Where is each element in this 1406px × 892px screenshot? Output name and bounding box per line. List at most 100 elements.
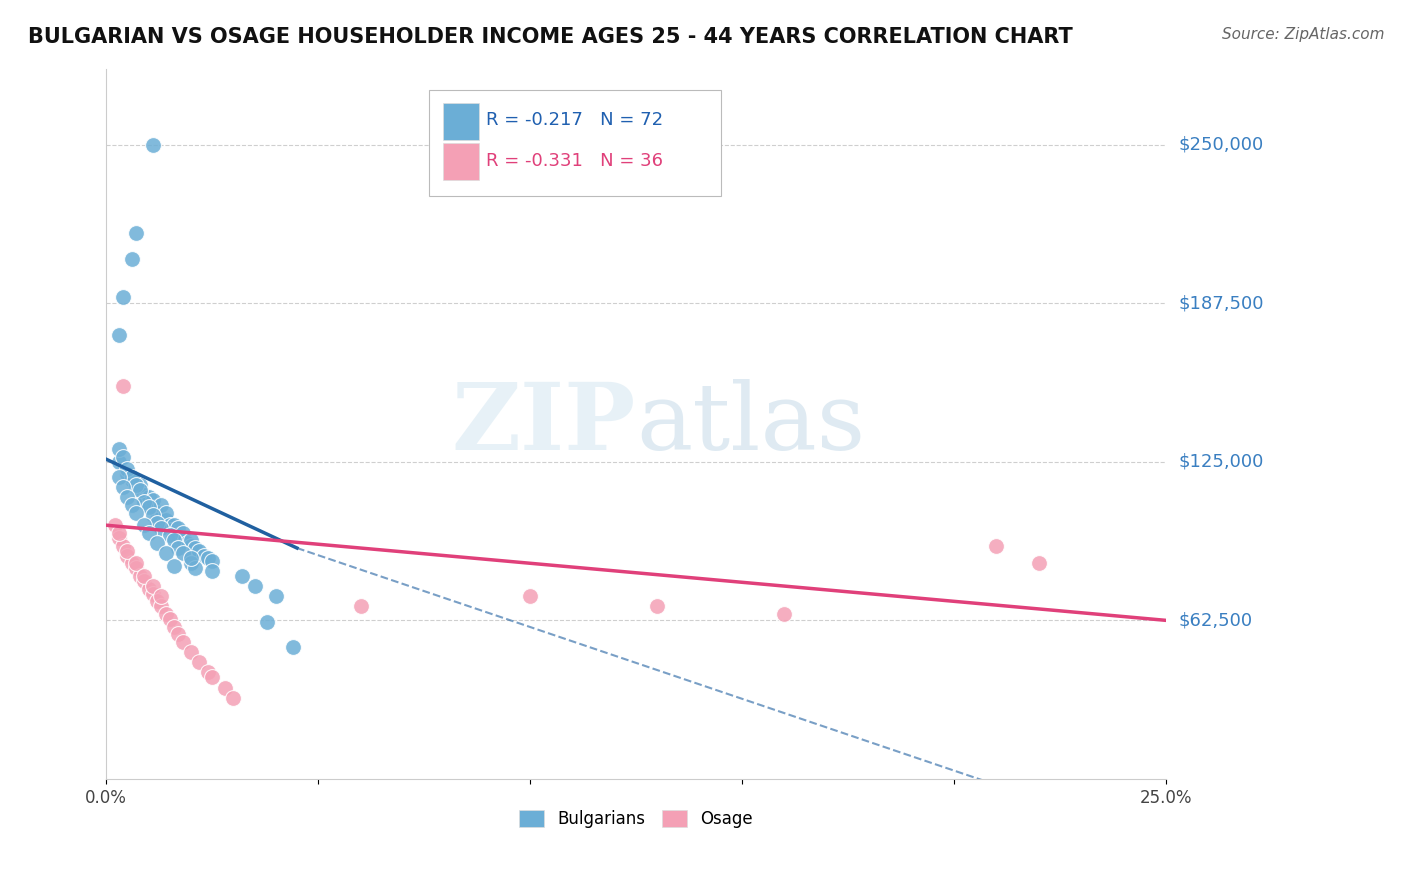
Point bbox=[108, 525, 131, 540]
Point bbox=[125, 561, 148, 575]
Point bbox=[155, 513, 177, 527]
Point bbox=[108, 327, 131, 342]
Point bbox=[163, 518, 186, 533]
Point bbox=[112, 480, 135, 494]
Point bbox=[159, 518, 181, 533]
Point bbox=[172, 525, 194, 540]
Point bbox=[112, 450, 135, 464]
Point bbox=[117, 467, 139, 482]
Point bbox=[201, 564, 224, 578]
Point bbox=[142, 137, 165, 152]
Point bbox=[163, 558, 186, 573]
Point bbox=[197, 665, 219, 680]
Point bbox=[134, 569, 156, 583]
Point bbox=[773, 607, 796, 621]
Point bbox=[155, 546, 177, 560]
Point bbox=[163, 620, 186, 634]
Point bbox=[264, 589, 287, 603]
Point bbox=[134, 518, 156, 533]
Point bbox=[129, 477, 152, 491]
Point bbox=[138, 498, 160, 512]
Point bbox=[108, 442, 131, 456]
Point bbox=[125, 227, 148, 241]
Point bbox=[117, 543, 139, 558]
Point bbox=[180, 645, 202, 659]
FancyBboxPatch shape bbox=[429, 90, 721, 196]
Point bbox=[134, 574, 156, 588]
Point bbox=[108, 470, 131, 484]
Point bbox=[146, 594, 169, 608]
Point bbox=[134, 492, 156, 507]
Point bbox=[142, 579, 165, 593]
Point bbox=[150, 498, 173, 512]
Point bbox=[129, 569, 152, 583]
Point bbox=[108, 531, 131, 545]
Point bbox=[121, 473, 143, 487]
Point bbox=[134, 495, 156, 509]
Point bbox=[142, 500, 165, 515]
Text: BULGARIAN VS OSAGE HOUSEHOLDER INCOME AGES 25 - 44 YEARS CORRELATION CHART: BULGARIAN VS OSAGE HOUSEHOLDER INCOME AG… bbox=[28, 27, 1073, 46]
Point bbox=[146, 506, 169, 520]
Point bbox=[167, 627, 190, 641]
Text: R = -0.217   N = 72: R = -0.217 N = 72 bbox=[485, 112, 662, 129]
Point bbox=[201, 554, 224, 568]
Point bbox=[214, 681, 236, 695]
Point bbox=[142, 492, 165, 507]
Point bbox=[243, 579, 266, 593]
Point bbox=[125, 506, 148, 520]
Point bbox=[167, 521, 190, 535]
Text: $62,500: $62,500 bbox=[1178, 611, 1253, 630]
Point bbox=[184, 561, 207, 575]
Point bbox=[138, 582, 160, 596]
Point bbox=[180, 533, 202, 548]
Point bbox=[519, 589, 541, 603]
Point bbox=[163, 525, 186, 540]
Point bbox=[150, 510, 173, 524]
Point bbox=[117, 549, 139, 563]
Point bbox=[281, 640, 304, 654]
Point bbox=[121, 470, 143, 484]
Text: ZIP: ZIP bbox=[451, 379, 636, 468]
Point bbox=[142, 508, 165, 522]
Text: $125,000: $125,000 bbox=[1178, 453, 1264, 471]
Point bbox=[125, 477, 148, 491]
Point bbox=[180, 551, 202, 566]
Point bbox=[172, 546, 194, 560]
Point bbox=[138, 491, 160, 505]
Legend: Bulgarians, Osage: Bulgarians, Osage bbox=[512, 803, 759, 835]
Point bbox=[112, 290, 135, 304]
Text: $250,000: $250,000 bbox=[1178, 136, 1264, 153]
Point bbox=[1028, 556, 1050, 570]
FancyBboxPatch shape bbox=[443, 143, 479, 180]
Point bbox=[159, 528, 181, 542]
Point bbox=[167, 528, 190, 542]
Point bbox=[138, 500, 160, 515]
Point bbox=[150, 599, 173, 614]
Point bbox=[159, 523, 181, 537]
Text: $187,500: $187,500 bbox=[1178, 294, 1264, 312]
Point bbox=[163, 533, 186, 548]
Point bbox=[125, 556, 148, 570]
Point bbox=[231, 569, 253, 583]
Point bbox=[155, 607, 177, 621]
Point bbox=[201, 670, 224, 684]
Point bbox=[129, 483, 152, 497]
Point bbox=[184, 541, 207, 555]
Point bbox=[155, 506, 177, 520]
Point bbox=[150, 589, 173, 603]
Point bbox=[172, 531, 194, 545]
Point bbox=[121, 498, 143, 512]
Point bbox=[117, 491, 139, 505]
Point bbox=[180, 556, 202, 570]
Point bbox=[188, 655, 211, 669]
Text: atlas: atlas bbox=[636, 379, 865, 468]
Point bbox=[188, 543, 211, 558]
Point bbox=[108, 455, 131, 469]
Point bbox=[138, 525, 160, 540]
Point bbox=[104, 518, 127, 533]
Point bbox=[125, 480, 148, 494]
Point bbox=[121, 252, 143, 266]
Point bbox=[150, 521, 173, 535]
Point bbox=[645, 599, 668, 614]
Point bbox=[180, 539, 202, 553]
